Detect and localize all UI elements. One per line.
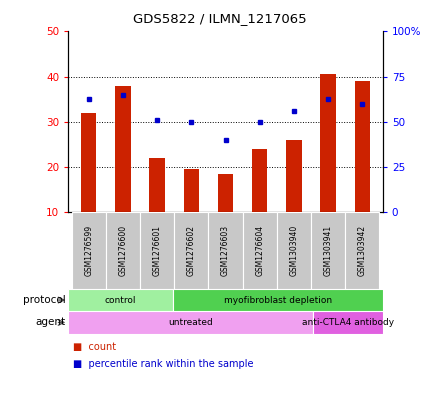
Bar: [311, 212, 345, 289]
Text: control: control: [105, 296, 136, 305]
Bar: [173, 289, 383, 311]
Text: GSM1276604: GSM1276604: [255, 225, 264, 276]
Text: ■  count: ■ count: [73, 342, 116, 351]
Bar: [115, 86, 131, 212]
Text: anti-CTLA4 antibody: anti-CTLA4 antibody: [302, 318, 394, 327]
Text: GSM1303941: GSM1303941: [323, 225, 333, 276]
Text: GDS5822 / ILMN_1217065: GDS5822 / ILMN_1217065: [133, 12, 307, 25]
Bar: [72, 212, 106, 289]
Bar: [68, 311, 313, 334]
Bar: [68, 289, 173, 311]
Bar: [252, 149, 268, 212]
Bar: [345, 212, 379, 289]
Text: GSM1303942: GSM1303942: [358, 225, 367, 276]
Text: GSM1276600: GSM1276600: [118, 225, 128, 276]
Bar: [355, 81, 370, 212]
Text: GSM1276603: GSM1276603: [221, 225, 230, 276]
Text: GSM1276599: GSM1276599: [84, 225, 93, 276]
Bar: [106, 212, 140, 289]
Bar: [313, 311, 383, 334]
Bar: [320, 74, 336, 212]
Text: protocol: protocol: [23, 295, 66, 305]
Text: myofibroblast depletion: myofibroblast depletion: [224, 296, 332, 305]
Bar: [242, 212, 277, 289]
Bar: [174, 212, 209, 289]
Bar: [218, 174, 233, 212]
Bar: [140, 212, 174, 289]
Text: agent: agent: [36, 318, 66, 327]
Bar: [183, 169, 199, 212]
Text: GSM1276601: GSM1276601: [153, 225, 161, 276]
Bar: [209, 212, 242, 289]
Bar: [150, 158, 165, 212]
Text: untreated: untreated: [168, 318, 213, 327]
Text: ■  percentile rank within the sample: ■ percentile rank within the sample: [73, 359, 253, 369]
Bar: [286, 140, 301, 212]
Text: GSM1303940: GSM1303940: [290, 225, 298, 276]
Text: GSM1276602: GSM1276602: [187, 225, 196, 276]
Bar: [81, 113, 96, 212]
Bar: [277, 212, 311, 289]
